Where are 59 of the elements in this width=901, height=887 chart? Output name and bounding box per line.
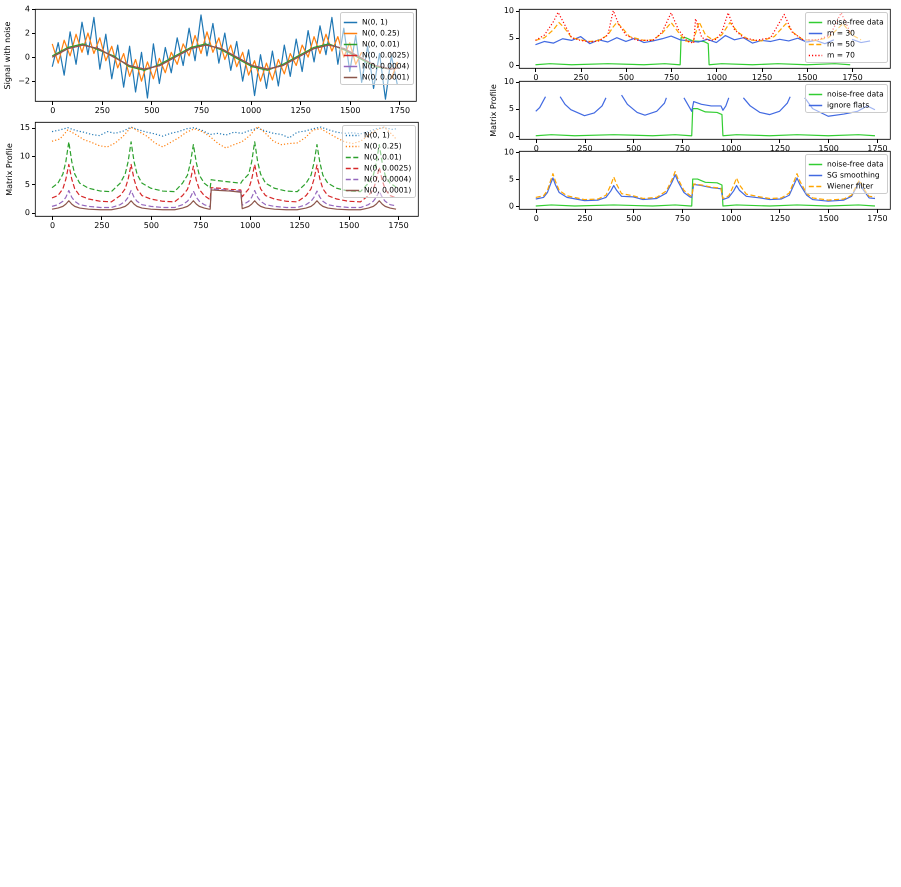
- x-tick-label: 750: [193, 221, 208, 230]
- y-tick-label: 5: [508, 174, 514, 184]
- y-tick-label: 4: [24, 4, 30, 14]
- x-tick-label: 1500: [818, 214, 839, 223]
- x-tick-label: 250: [574, 73, 589, 82]
- y-tick-label: 10: [504, 6, 514, 16]
- x-tick-label: 1000: [240, 221, 260, 230]
- x-tick-label: 1750: [867, 144, 888, 153]
- y-axis-title: Matrix Profile: [4, 143, 14, 196]
- x-tick-label: 1000: [706, 73, 728, 82]
- x-tick-label: 1750: [390, 106, 410, 115]
- x-tick-label: 0: [50, 106, 56, 115]
- x-tick-label: 250: [577, 144, 593, 153]
- y-axis-title: Matrix Profile: [488, 84, 498, 137]
- x-tick-label: 1000: [240, 106, 262, 115]
- x-tick-label: 1250: [290, 106, 311, 115]
- x-tick-label: 1500: [340, 106, 360, 115]
- x-tick-label: 500: [626, 144, 642, 153]
- x-tick-label: 1500: [338, 221, 360, 230]
- y-tick-label: 5: [508, 104, 514, 114]
- y-tick-label: 10: [504, 77, 514, 86]
- y-tick-label: 2: [24, 28, 30, 38]
- x-tick-label: 250: [94, 221, 110, 230]
- x-tick-label: 250: [577, 214, 593, 223]
- x-tick-label: 1250: [752, 73, 772, 82]
- x-tick-label: 1750: [842, 73, 863, 82]
- x-tick-label: 1250: [770, 144, 790, 153]
- x-tick-label: 1500: [797, 73, 818, 82]
- x-tick-label: 750: [674, 214, 690, 223]
- x-tick-label: 1000: [721, 214, 742, 223]
- y-tick-label: 5: [508, 33, 514, 42]
- x-tick-label: 1000: [721, 144, 742, 153]
- x-tick-label: 0: [50, 221, 56, 230]
- x-tick-label: 250: [94, 106, 110, 115]
- x-tick-label: 750: [194, 106, 210, 115]
- x-tick-label: 0: [533, 73, 539, 82]
- y-tick-label: 5: [24, 180, 30, 189]
- x-tick-label: 500: [618, 73, 634, 82]
- x-tick-label: 0: [534, 214, 539, 223]
- x-tick-label: 500: [144, 221, 160, 230]
- y-tick-label: 0: [24, 52, 30, 62]
- y-tick-label: 0: [508, 131, 514, 140]
- x-tick-label: 750: [674, 144, 690, 153]
- x-tick-label: 1750: [867, 214, 888, 223]
- y-tick-label: −2: [18, 76, 30, 86]
- x-tick-label: 1250: [770, 214, 790, 223]
- y-axis-title: Signal with noise: [3, 21, 12, 90]
- x-tick-label: 0: [534, 144, 539, 153]
- x-tick-label: 1750: [388, 221, 409, 230]
- x-tick-label: 750: [664, 73, 680, 82]
- y-tick-label: 10: [20, 151, 30, 160]
- y-tick-label: 10: [504, 148, 514, 157]
- x-tick-label: 1500: [818, 144, 839, 153]
- y-tick-label: 0: [508, 202, 514, 211]
- x-tick-label: 500: [144, 106, 160, 115]
- x-tick-label: 500: [626, 214, 642, 223]
- y-tick-label: 15: [20, 123, 30, 132]
- x-tick-label: 1250: [289, 221, 310, 230]
- y-tick-label: 0: [508, 60, 514, 70]
